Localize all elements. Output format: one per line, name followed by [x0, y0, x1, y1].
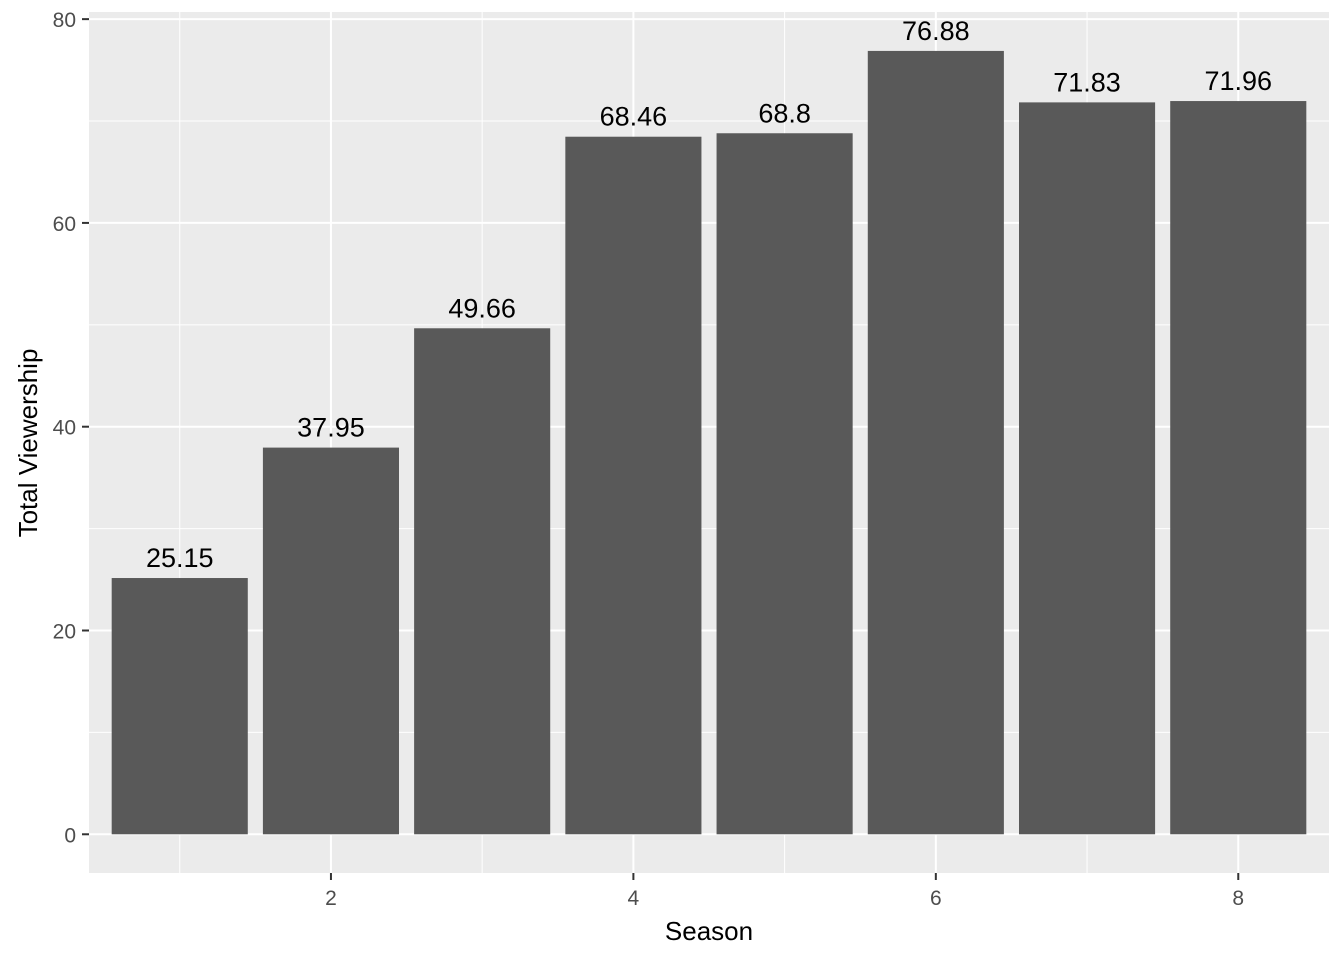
data-label: 49.66	[448, 293, 516, 323]
bar	[867, 50, 1004, 835]
data-label: 71.96	[1204, 66, 1272, 96]
bar	[1170, 101, 1307, 835]
data-labels: 25.15 37.95 49.66 68.46 68.8 76.88 71.83 71.96	[146, 16, 1272, 573]
y-axis: 0 20 40 60 80	[53, 9, 89, 847]
y-tick-label: 40	[53, 417, 76, 440]
data-label: 76.88	[902, 16, 970, 46]
bar	[262, 447, 399, 835]
bar	[716, 133, 853, 835]
y-tick-label: 60	[53, 213, 76, 236]
bar	[414, 328, 551, 835]
x-tick-label: 6	[930, 887, 942, 910]
x-tick-label: 4	[628, 887, 640, 910]
bars	[111, 50, 1307, 835]
y-tick-label: 20	[53, 620, 76, 643]
x-tick-label: 8	[1232, 887, 1244, 910]
data-label: 71.83	[1053, 67, 1121, 97]
x-tick-label: 2	[325, 887, 337, 910]
data-label: 37.95	[297, 413, 365, 443]
bar	[111, 578, 248, 835]
data-label: 68.8	[758, 98, 811, 128]
bar	[565, 136, 702, 835]
x-axis: 2 4 6 8	[325, 873, 1244, 910]
x-axis-title: Season	[665, 916, 753, 946]
y-tick-label: 0	[64, 824, 76, 847]
data-label: 25.15	[146, 543, 214, 573]
bar	[1019, 102, 1156, 835]
data-label: 68.46	[600, 102, 668, 132]
y-axis-title: Total Viewership	[13, 349, 43, 538]
y-tick-label: 80	[53, 9, 76, 32]
